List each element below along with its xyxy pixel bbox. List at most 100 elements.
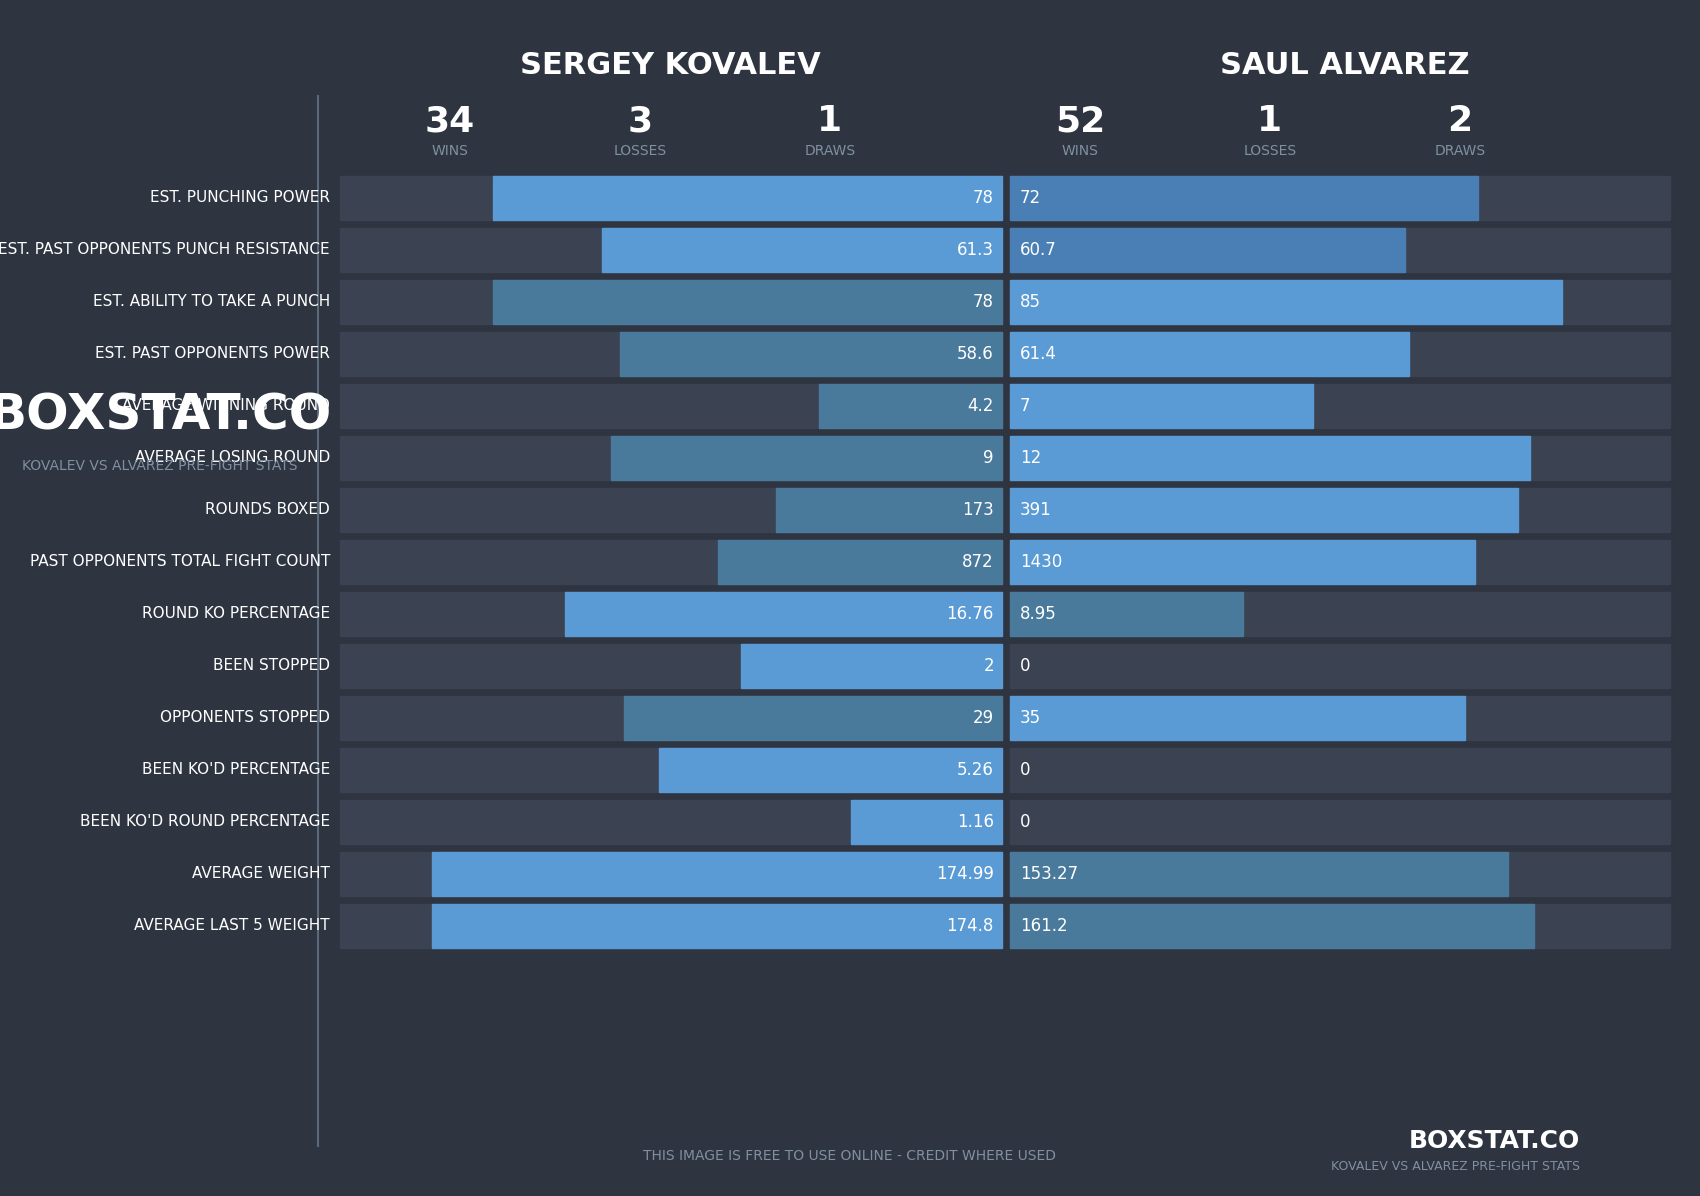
Text: 61.3: 61.3 (957, 242, 994, 260)
Bar (564, 592, 1001, 636)
Text: BEEN KO'D PERCENTAGE: BEEN KO'D PERCENTAGE (141, 763, 330, 777)
Bar (340, 592, 1001, 636)
Text: BOXSTAT.CO: BOXSTAT.CO (1409, 1129, 1579, 1153)
Text: SERGEY KOVALEV: SERGEY KOVALEV (520, 51, 821, 80)
Bar (340, 904, 1001, 948)
Bar (493, 176, 1001, 220)
Text: 29: 29 (972, 709, 994, 727)
Text: 35: 35 (1020, 709, 1040, 727)
Bar (1010, 541, 1669, 584)
Text: ROUND KO PERCENTAGE: ROUND KO PERCENTAGE (141, 606, 330, 622)
Text: 161.2: 161.2 (1020, 917, 1068, 935)
Text: 34: 34 (425, 104, 474, 138)
Text: 2: 2 (1447, 104, 1472, 138)
Text: 153.27: 153.27 (1020, 865, 1078, 883)
Bar (340, 176, 1001, 220)
Text: AVERAGE LAST 5 WEIGHT: AVERAGE LAST 5 WEIGHT (134, 919, 330, 934)
Bar (340, 748, 1001, 792)
Text: BEEN KO'D ROUND PERCENTAGE: BEEN KO'D ROUND PERCENTAGE (80, 814, 330, 830)
Bar (1010, 488, 1669, 532)
Text: AVERAGE LOSING ROUND: AVERAGE LOSING ROUND (134, 451, 330, 465)
Bar (340, 384, 1001, 428)
Bar (624, 696, 1001, 740)
Bar (717, 541, 1001, 584)
Text: 0: 0 (1020, 657, 1030, 675)
Text: 1430: 1430 (1020, 553, 1062, 570)
Text: AVERAGE WEIGHT: AVERAGE WEIGHT (192, 866, 330, 881)
Text: DRAWS: DRAWS (804, 144, 855, 158)
Text: 72: 72 (1020, 189, 1040, 207)
Text: BOXSTAT.CO: BOXSTAT.CO (0, 392, 332, 440)
Bar (340, 488, 1001, 532)
Bar (1010, 904, 1669, 948)
Bar (602, 228, 1001, 271)
Text: 3: 3 (627, 104, 653, 138)
Text: 4.2: 4.2 (967, 397, 994, 415)
Bar (1010, 332, 1409, 376)
Text: EST. ABILITY TO TAKE A PUNCH: EST. ABILITY TO TAKE A PUNCH (94, 294, 330, 310)
Bar (1010, 280, 1669, 324)
Text: EST. PAST OPPONENTS PUNCH RESISTANCE: EST. PAST OPPONENTS PUNCH RESISTANCE (0, 243, 330, 257)
Text: 174.8: 174.8 (947, 917, 994, 935)
Bar (1010, 176, 1477, 220)
Bar (1010, 228, 1404, 271)
Bar (340, 852, 1001, 896)
Bar (850, 800, 1001, 844)
Bar (1010, 228, 1669, 271)
Text: 78: 78 (972, 189, 994, 207)
Text: 85: 85 (1020, 293, 1040, 311)
Bar (493, 280, 1001, 324)
Bar (1010, 384, 1314, 428)
Bar (1010, 904, 1533, 948)
Bar (1010, 176, 1669, 220)
Text: 58.6: 58.6 (957, 344, 994, 364)
Bar (819, 384, 1001, 428)
Text: EST. PAST OPPONENTS POWER: EST. PAST OPPONENTS POWER (95, 347, 330, 361)
Bar (1010, 488, 1518, 532)
Bar (1010, 437, 1669, 480)
Text: BEEN STOPPED: BEEN STOPPED (212, 659, 330, 673)
Bar (340, 800, 1001, 844)
Text: 173: 173 (962, 501, 994, 519)
Bar (1010, 852, 1508, 896)
Text: ROUNDS BOXED: ROUNDS BOXED (206, 502, 330, 518)
Bar (340, 280, 1001, 324)
Bar (1010, 541, 1474, 584)
Text: 9: 9 (984, 448, 994, 466)
Text: SAUL ALVAREZ: SAUL ALVAREZ (1221, 51, 1470, 80)
Text: 52: 52 (1056, 104, 1105, 138)
Text: KOVALEV VS ALVAREZ PRE-FIGHT STATS: KOVALEV VS ALVAREZ PRE-FIGHT STATS (22, 459, 298, 472)
Bar (1010, 800, 1669, 844)
Text: LOSSES: LOSSES (1243, 144, 1297, 158)
Bar (340, 228, 1001, 271)
Text: LOSSES: LOSSES (614, 144, 666, 158)
Bar (1010, 332, 1669, 376)
Text: 12: 12 (1020, 448, 1040, 466)
Text: 78: 78 (972, 293, 994, 311)
Bar (1010, 280, 1562, 324)
Bar (660, 748, 1001, 792)
Text: 60.7: 60.7 (1020, 242, 1057, 260)
Bar (340, 696, 1001, 740)
Bar (340, 332, 1001, 376)
Text: 1: 1 (1258, 104, 1282, 138)
Bar (340, 437, 1001, 480)
Bar (741, 643, 1001, 688)
Bar (1010, 643, 1669, 688)
Text: 1.16: 1.16 (957, 813, 994, 831)
Text: 8.95: 8.95 (1020, 605, 1057, 623)
Bar (777, 488, 1001, 532)
Bar (620, 332, 1001, 376)
Bar (432, 904, 1001, 948)
Bar (432, 852, 1001, 896)
Bar (1010, 437, 1530, 480)
Text: 0: 0 (1020, 761, 1030, 779)
Text: 391: 391 (1020, 501, 1052, 519)
Text: DRAWS: DRAWS (1435, 144, 1486, 158)
Text: 7: 7 (1020, 397, 1030, 415)
Bar (340, 541, 1001, 584)
Bar (1010, 748, 1669, 792)
Text: KOVALEV VS ALVAREZ PRE-FIGHT STATS: KOVALEV VS ALVAREZ PRE-FIGHT STATS (1331, 1159, 1579, 1172)
Text: 1: 1 (818, 104, 843, 138)
Text: OPPONENTS STOPPED: OPPONENTS STOPPED (160, 710, 330, 726)
